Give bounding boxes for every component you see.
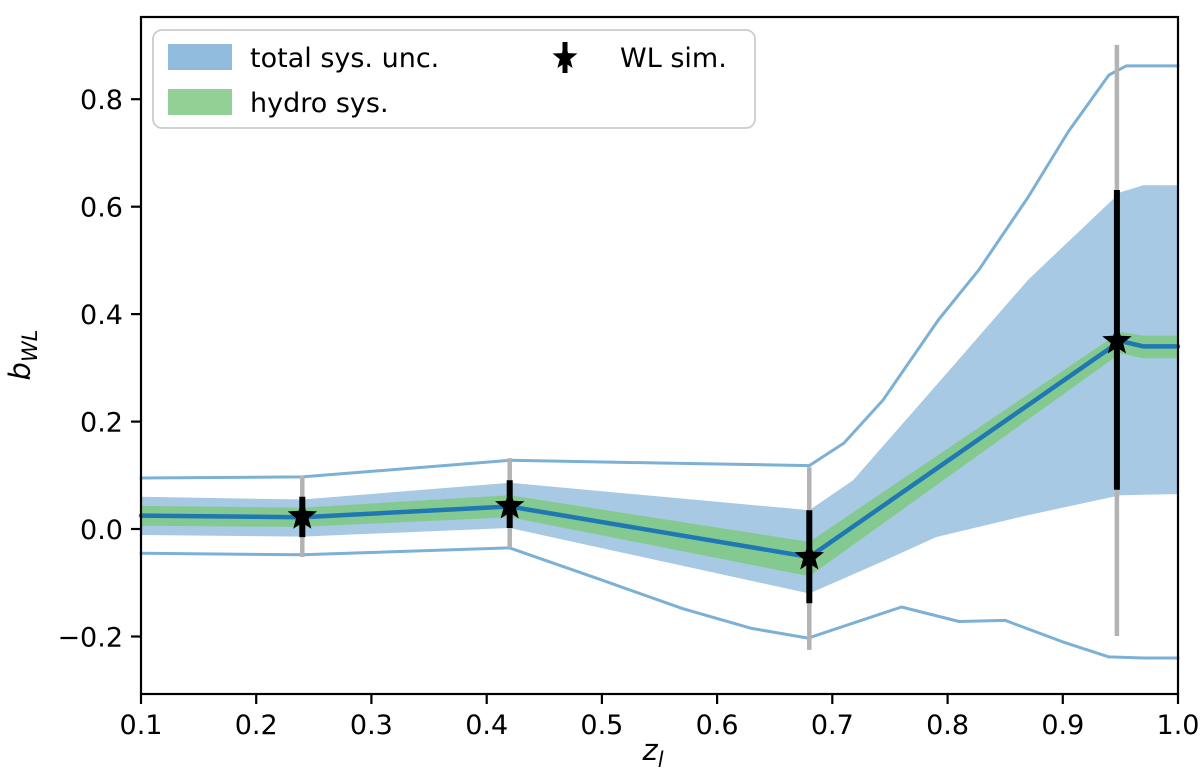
x-tick-label: 0.9: [1041, 710, 1084, 741]
wl-sim-star-marker: [287, 500, 318, 529]
y-tick-label: 0.8: [80, 85, 123, 116]
x-axis-ticks: 0.1 0.2 0.3 0.4 0.5 0.6 0.7 0.8 0.9 1.0: [120, 694, 1200, 741]
wl-sim-star-marker: [794, 541, 824, 570]
legend-box: [152, 29, 756, 129]
legend-label-hydro-sys: hydro sys.: [250, 88, 389, 119]
x-axis-label-subscript: l: [658, 748, 664, 772]
y-tick-label: 0.4: [80, 300, 123, 331]
y-axis-label-base: b: [3, 362, 37, 380]
x-axis-label-base: z: [641, 733, 658, 767]
legend-patch-total-sys: [168, 44, 232, 70]
plot-frame: [139, 15, 1180, 696]
y-tick-label: 0.6: [80, 193, 123, 224]
envelope-top-line: [139, 64, 1180, 480]
y-axis-label-subscript: WL: [18, 330, 42, 362]
envelope-lines: [139, 64, 1180, 660]
x-tick-label: 0.2: [235, 710, 278, 741]
x-tick-label: 0.4: [465, 710, 508, 741]
legend-star-handle: [552, 42, 578, 73]
x-tick-label: 0.1: [120, 710, 163, 741]
y-tick-label: 0.2: [80, 408, 123, 439]
y-axis-ticks: −0.2 0.0 0.2 0.4 0.6 0.8: [57, 85, 141, 654]
axes: 0.1 0.2 0.3 0.4 0.5 0.6 0.7 0.8 0.9 1.0 −0.2 0.0 0.…: [3, 15, 1200, 772]
x-tick-label: 1.0: [1157, 710, 1200, 741]
x-tick-label: 0.6: [696, 710, 739, 741]
x-tick-label: 0.5: [580, 710, 623, 741]
x-tick-label: 0.7: [811, 710, 854, 741]
x-tick-label: 0.3: [350, 710, 393, 741]
x-axis-label: zl: [641, 733, 663, 772]
wl-sim-star-marker: [495, 490, 525, 519]
envelope-bottom-line: [139, 546, 1180, 660]
legend-label-total-sys: total sys. unc.: [250, 43, 439, 74]
y-tick-label: 0.0: [80, 515, 123, 546]
y-tick-label: −0.2: [57, 623, 123, 654]
x-tick-label: 0.8: [926, 710, 969, 741]
uncertainty-bands: [141, 185, 1178, 594]
wl-sim-star-marker: [1102, 325, 1132, 354]
legend-star-icon: [552, 44, 578, 68]
legend-label-wl-sim: WL sim.: [620, 43, 727, 74]
hydro-sys-band: [141, 331, 1178, 577]
wl-sim-stars: [287, 325, 1132, 570]
legend-patch-hydro-sys: [168, 89, 232, 115]
y-axis-label: bWL: [3, 330, 42, 381]
legend: total sys. unc. hydro sys. WL sim.: [152, 29, 756, 129]
